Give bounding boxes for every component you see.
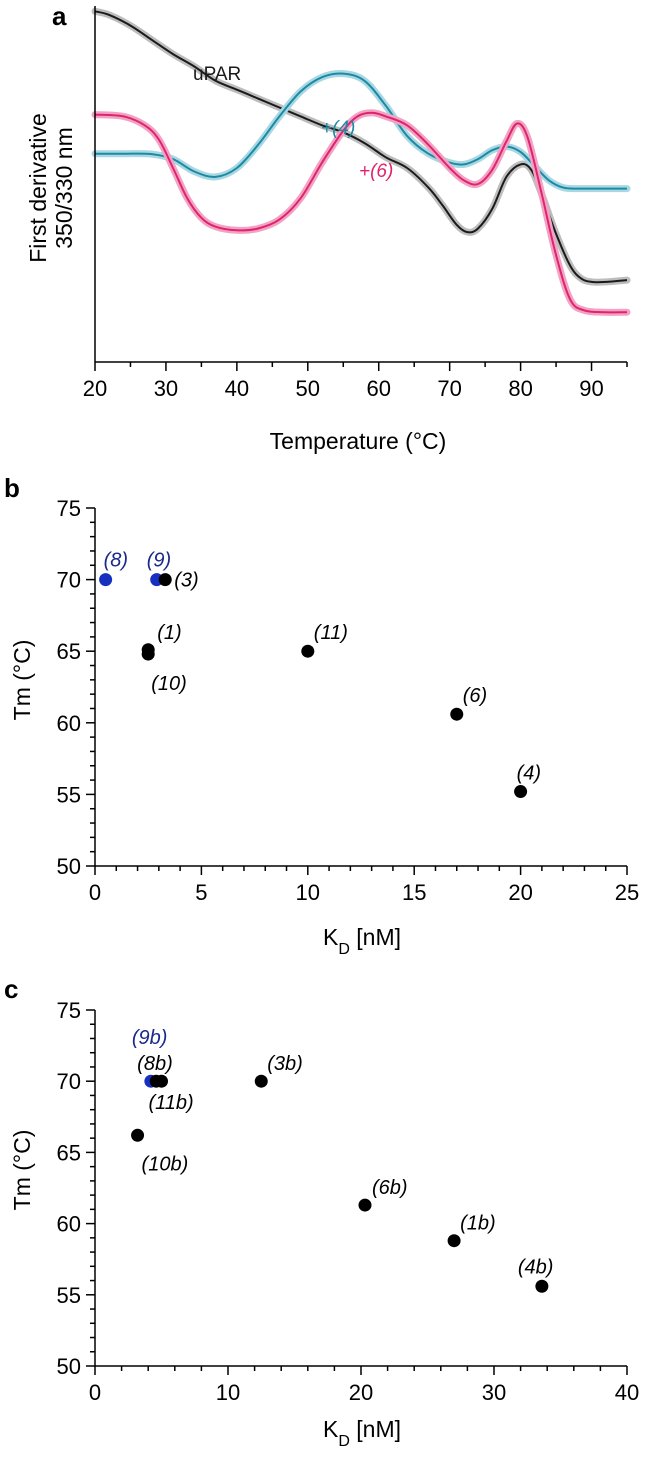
data-point	[535, 1279, 549, 1293]
point-label: (3)	[174, 570, 198, 592]
point-label: (9)	[147, 550, 171, 572]
point-label: (10b)	[142, 1153, 189, 1175]
x-tick-label: 50	[296, 376, 320, 401]
series-line-0	[94, 10, 628, 284]
data-point	[131, 1128, 145, 1142]
point-label: (11)	[314, 622, 348, 644]
data-point	[155, 1074, 168, 1088]
x-tick-label: 15	[402, 880, 426, 905]
y-tick-label: 65	[57, 1140, 81, 1165]
y-tick-label: 75	[57, 998, 81, 1023]
panel-b-axes: 50 55 60 65 70 75 0 5 10 15 20 25	[57, 496, 640, 905]
x-tick-label: 20	[508, 880, 532, 905]
point-label: (11b)	[149, 1092, 194, 1114]
panel-b-points: (8) (9)(3) (1) (10) (11) (6) (4)	[99, 550, 541, 799]
y-tick-label: 60	[57, 711, 81, 736]
y-tick-label: 75	[57, 496, 81, 521]
point-label: (4b)	[518, 1256, 554, 1278]
panel-b-y-axis-title: Tm (°C)	[9, 640, 35, 721]
panel-c-points: (9b) (8b) (11b) (3b) (10b) (6b) (1b) (4b)	[131, 1027, 553, 1293]
panel-b-x-axis-title-k: K	[323, 924, 339, 950]
point-label: (4)	[517, 763, 541, 785]
x-tick-label: 40	[225, 376, 249, 401]
panel-c-x-axis-title: KD [nM]	[323, 1416, 401, 1450]
y-tick-label: 70	[57, 1069, 81, 1094]
data-point	[99, 573, 113, 587]
y-tick-label: 70	[57, 568, 81, 593]
panel-b-scatter-chart: b 50 55 60 65 70 75 0 5 10 15 20 25 (8) (9)(3) (1) (10…	[4, 473, 639, 958]
point-label: (10)	[151, 673, 187, 695]
data-point	[141, 647, 155, 661]
x-tick-label: 20	[83, 376, 107, 401]
data-point	[301, 644, 315, 658]
panel-c-x-axis-title-sub: D	[338, 1433, 350, 1450]
y-tick-label: 65	[57, 639, 81, 664]
point-label: (8)	[104, 550, 128, 572]
x-tick-label: 60	[366, 376, 390, 401]
x-tick-label: 30	[482, 1380, 506, 1405]
panel-letter-a: a	[52, 1, 67, 31]
point-label: (1b)	[460, 1213, 496, 1235]
panel-c-x-axis-title-unit: [nM]	[350, 1416, 401, 1442]
panel-a-annotations: uPAR +(4) +(6)	[193, 64, 393, 182]
x-tick-label: 70	[437, 376, 461, 401]
panel-b-x-axis-title-sub: D	[338, 941, 350, 958]
panel-c-axes: 50 55 60 65 70 75 0 10 20 30 40	[57, 998, 640, 1405]
data-point	[450, 707, 464, 721]
x-tick-label: 40	[615, 1380, 639, 1405]
panel-a-series-layer	[91, 7, 631, 316]
series-line-2	[94, 111, 628, 314]
x-tick-label: 90	[579, 376, 603, 401]
series-label-1: +(4)	[321, 118, 355, 139]
data-point	[447, 1234, 461, 1248]
x-tick-label: 5	[195, 880, 207, 905]
panel-c-y-axis-title: Tm (°C)	[9, 1130, 35, 1211]
panel-a-thermal-unfolding-chart: a 20 30 40 50 60 70 80 90 Temperature (°C) Firs…	[25, 1, 631, 454]
point-label: (9b)	[132, 1027, 168, 1049]
series-band-0	[91, 7, 631, 286]
x-tick-label: 0	[89, 1380, 101, 1405]
series-label-2: +(6)	[359, 161, 393, 182]
point-label: (3b)	[267, 1053, 303, 1075]
x-tick-label: 10	[216, 1380, 240, 1405]
data-point	[514, 785, 528, 799]
x-tick-label: 30	[154, 376, 178, 401]
x-tick-label: 25	[615, 880, 639, 905]
panel-c-x-axis-title-k: K	[323, 1416, 339, 1442]
point-label: (6b)	[372, 1177, 408, 1199]
x-tick-label: 80	[508, 376, 532, 401]
panel-a-y-axis-title-line1: First derivative	[25, 113, 51, 263]
point-label: (8b)	[137, 1053, 173, 1075]
data-point	[254, 1074, 268, 1088]
data-point	[358, 1198, 372, 1212]
data-point	[158, 573, 172, 587]
point-label: (6)	[463, 685, 487, 707]
y-tick-label: 50	[57, 1354, 81, 1379]
panel-c-scatter-chart: c 50 55 60 65 70 75 0 10 20 30 40 (9b) (8b) (11b) (3b…	[4, 974, 639, 1450]
panel-a-x-axis-title: Temperature (°C)	[270, 428, 447, 454]
point-label: (1)	[157, 622, 181, 644]
panel-a-y-axis-title-line2: 350/330 nm	[51, 127, 77, 248]
x-tick-label: 0	[89, 880, 101, 905]
panel-b-x-axis-title-unit: [nM]	[350, 924, 401, 950]
y-tick-label: 50	[57, 854, 81, 879]
panel-a-axes: 20 30 40 50 60 70 80 90	[83, 6, 628, 401]
panel-letter-c: c	[4, 974, 18, 1004]
x-tick-label: 10	[296, 880, 320, 905]
y-tick-label: 55	[57, 1283, 81, 1308]
y-tick-label: 55	[57, 782, 81, 807]
series-label-0: uPAR	[193, 64, 241, 85]
y-tick-label: 60	[57, 1212, 81, 1237]
panel-letter-b: b	[4, 473, 20, 503]
x-tick-label: 20	[349, 1380, 373, 1405]
panel-b-x-axis-title: KD [nM]	[323, 924, 401, 958]
